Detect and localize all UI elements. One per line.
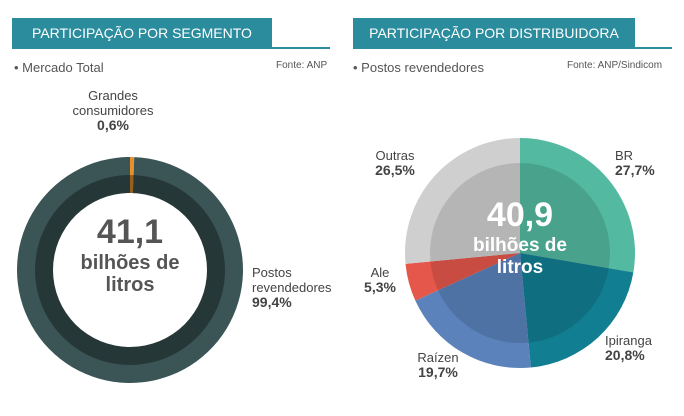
center-text: 41,1 bilhões de litros xyxy=(70,212,190,296)
value-label: 0,6% xyxy=(97,117,129,133)
slice-label: Outras 26,5% xyxy=(365,148,425,178)
category-label: Ale xyxy=(370,265,390,280)
slice xyxy=(405,253,520,301)
slice-label: Raízen 19,7% xyxy=(408,350,468,380)
subtitle-row: • Postos revendedores xyxy=(353,60,485,75)
ring xyxy=(430,163,610,343)
slice-label: Ale 5,3% xyxy=(360,265,400,295)
value-label: 99,4% xyxy=(252,294,292,310)
center-value: 41,1 xyxy=(96,213,164,251)
category-label: Grandes consumidores xyxy=(72,88,154,118)
category-label: BR xyxy=(615,148,634,163)
section-title: PARTICIPAÇÃO POR SEGMENTO xyxy=(12,18,272,48)
slice xyxy=(520,253,634,368)
slice xyxy=(415,253,531,368)
section-title: PARTICIPAÇÃO POR DISTRIBUIDORA xyxy=(353,18,635,48)
category-label: Raízen xyxy=(417,350,459,365)
slice xyxy=(405,138,520,264)
value-label: 20,8% xyxy=(605,347,645,363)
value-label: 19,7% xyxy=(418,364,458,380)
center-unit: bilhões de litros xyxy=(473,235,567,278)
value-label: 5,3% xyxy=(364,279,396,295)
subtitle: Postos revendedores xyxy=(361,60,485,75)
category-label: Outras xyxy=(375,148,415,163)
slice-label: Grandes consumidores 0,6% xyxy=(68,88,158,133)
center-unit: bilhões de litros xyxy=(80,252,180,296)
slice-label: Ipiranga 20,8% xyxy=(605,333,675,363)
source: Fonte: ANP xyxy=(276,60,328,71)
slice xyxy=(520,138,635,273)
category-label: Postos revendedores xyxy=(252,265,332,295)
source: Fonte: ANP/Sindicom xyxy=(567,60,663,71)
category-label: Ipiranga xyxy=(605,333,652,348)
slice-label: BR 27,7% xyxy=(615,148,675,178)
slice-label: Postos revendedores 99,4% xyxy=(252,265,352,310)
ring xyxy=(53,193,207,347)
subtitle-row: • Mercado Total xyxy=(14,60,104,75)
subtitle: Mercado Total xyxy=(22,60,104,75)
center-value: 40,9 xyxy=(486,196,554,234)
center-text: 40,9 bilhões de litros xyxy=(460,195,580,279)
value-label: 27,7% xyxy=(615,162,655,178)
value-label: 26,5% xyxy=(375,162,415,178)
